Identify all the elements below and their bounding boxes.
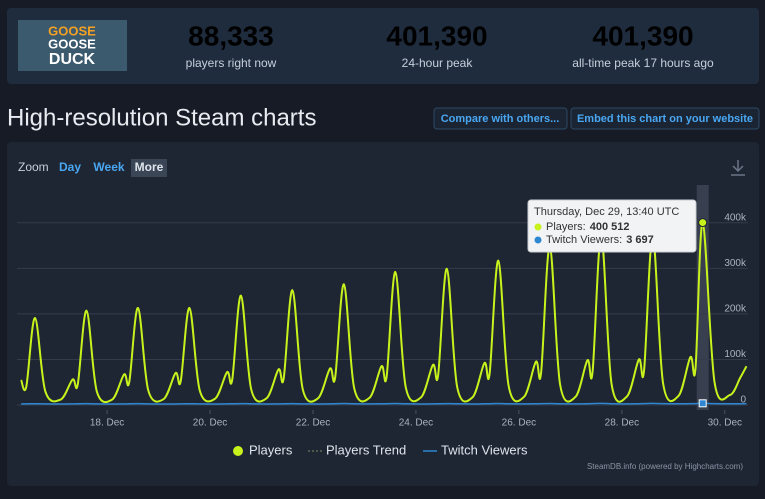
stat-value: 401,390 (592, 20, 693, 51)
button-label[interactable]: Embed this chart on your website (577, 113, 753, 125)
x-tick-label: 30. Dec (708, 418, 742, 429)
stat-value: 401,390 (386, 20, 487, 51)
header-panel (7, 8, 759, 84)
zoom-option[interactable]: Day (59, 160, 81, 174)
x-tick-label: 22. Dec (296, 418, 330, 429)
button[interactable] (570, 107, 760, 130)
legend-symbol (233, 446, 243, 456)
legend-label[interactable]: Players (249, 442, 293, 457)
hover-marker (698, 218, 708, 228)
hover-marker (698, 399, 707, 408)
x-tick-label: 28. Dec (605, 418, 639, 429)
logo-text: GOOSE (48, 36, 96, 51)
button[interactable] (433, 107, 568, 130)
stat-label: 24-hour peak (402, 56, 474, 70)
tooltip-item: Twitch Viewers: 3 697 (546, 234, 654, 246)
y-tick-label: 300k (724, 258, 747, 269)
tooltip-label: Players: (546, 221, 586, 233)
legend-label[interactable]: Players Trend (326, 442, 406, 457)
legend-label[interactable]: Twitch Viewers (441, 442, 528, 457)
tooltip-item: Players: 400 512 (546, 221, 630, 233)
tooltip-dot (534, 236, 542, 244)
stats: 88,333 players right now 401,390 24-hour… (186, 20, 714, 70)
tooltip-box (527, 199, 697, 253)
stat-label: all-time peak 17 hours ago (572, 56, 714, 70)
stat-label: players right now (186, 56, 277, 70)
x-tick-label: 20. Dec (193, 418, 227, 429)
x-tick-label: 24. Dec (399, 418, 433, 429)
x-tick-label: 18. Dec (90, 418, 124, 429)
tooltip-value: 400 512 (590, 221, 630, 233)
series-line (21, 402, 747, 405)
tooltip-label: Twitch Viewers: (546, 234, 622, 246)
logo-text: DUCK (49, 51, 96, 68)
section-title: High-resolution Steam charts (7, 104, 316, 131)
y-tick-label: 400k (724, 212, 747, 223)
y-tick-label: 200k (724, 304, 747, 315)
tooltip-value: 3 697 (626, 234, 654, 246)
x-tick-label: 26. Dec (502, 418, 536, 429)
y-tick-label: 0 (740, 395, 746, 406)
download-icon[interactable] (731, 160, 745, 176)
plot: 0 100k 200k 300k 400k 18. Dec 20. Dec 22. Dec 24… (17, 185, 748, 457)
zoom-option[interactable]: Week (93, 160, 124, 174)
zoom-label: Zoom (18, 160, 49, 174)
y-tick-label: 100k (724, 349, 747, 360)
logo-text: GOOSE (48, 23, 96, 38)
tooltip-dot (534, 223, 542, 231)
tooltip-title: Thursday, Dec 29, 13:40 UTC (534, 206, 679, 218)
zoom-selected (131, 159, 167, 177)
button-label[interactable]: Compare with others... (441, 113, 560, 125)
credits: SteamDB.info (powered by Highcharts.com) (587, 462, 743, 471)
series-line (20, 221, 748, 404)
stat-value: 88,333 (188, 20, 274, 51)
zoom-option[interactable]: More (135, 160, 164, 174)
game-logo[interactable] (18, 20, 127, 71)
